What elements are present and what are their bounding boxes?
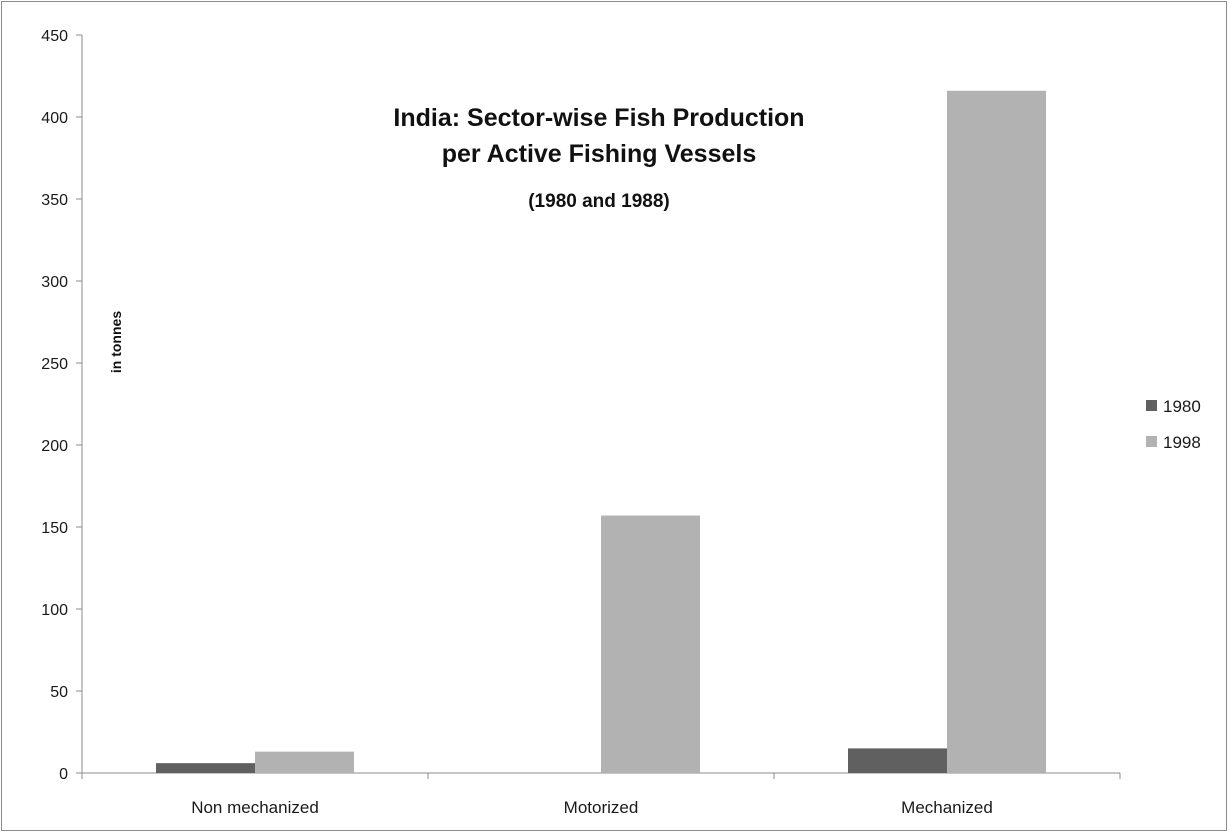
x-category-label: Motorized [564, 798, 639, 817]
y-tick-label: 200 [41, 438, 68, 455]
bar-1980-mechanized [848, 748, 947, 773]
legend-swatch-1998 [1146, 436, 1157, 447]
bar-1998-mechanized [947, 90, 1046, 773]
chart-subtitle: (1980 and 1988) [528, 191, 670, 212]
legend: 1980 1998 [1146, 397, 1201, 452]
y-tick-label: 150 [41, 520, 68, 537]
legend-label-1998: 1998 [1163, 433, 1201, 452]
chart-title-line-1: India: Sector-wise Fish Production [393, 104, 804, 132]
y-tick-label: 450 [41, 28, 68, 45]
bar-1980-non-mechanized [156, 763, 255, 773]
y-tick-label: 100 [41, 602, 68, 619]
y-tick-label: 0 [59, 766, 68, 783]
bar-1998-motorized [601, 515, 700, 773]
legend-swatch-1980 [1146, 400, 1157, 411]
y-tick-label: 250 [41, 356, 68, 373]
x-category-label: Mechanized [901, 798, 993, 817]
y-tick-label: 350 [41, 192, 68, 209]
bars-layer [156, 90, 1046, 773]
x-category-label: Non mechanized [191, 798, 319, 817]
y-tick-label: 50 [50, 684, 68, 701]
y-axis-label: in tonnes [108, 311, 124, 373]
bar-1998-non-mechanized [255, 751, 354, 773]
legend-label-1980: 1980 [1163, 397, 1201, 416]
y-tick-label: 400 [41, 110, 68, 127]
labels-layer: 0 50 100 150 200 250 300 350 400 450 Non mechanize… [41, 28, 993, 817]
chart-title-line-2: per Active Fishing Vessels [442, 140, 757, 168]
y-tick-label: 300 [41, 274, 68, 291]
